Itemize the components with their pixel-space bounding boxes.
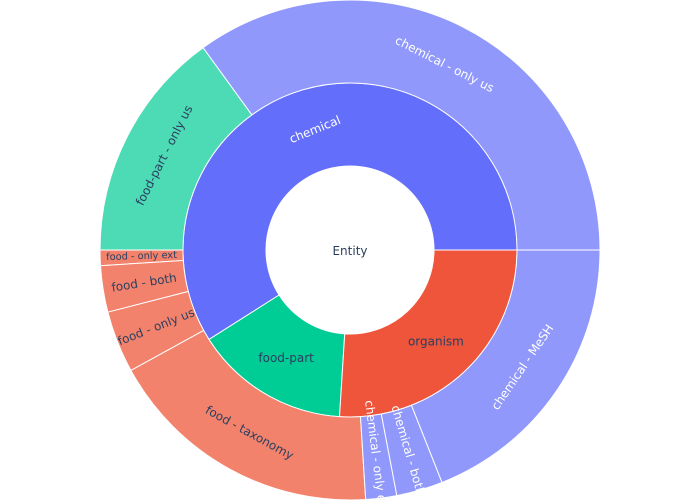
root-label[interactable]: Entity <box>332 244 367 258</box>
segment-chemical-mesh[interactable] <box>410 249 601 484</box>
label-food-only-ext: food - only ext <box>106 250 177 263</box>
label-food-part: food-part <box>258 351 314 365</box>
sunburst-segments <box>99 0 601 500</box>
segment-chemical-only-us[interactable] <box>202 0 601 251</box>
label-organism: organism <box>408 334 464 348</box>
center-hole <box>266 166 434 334</box>
